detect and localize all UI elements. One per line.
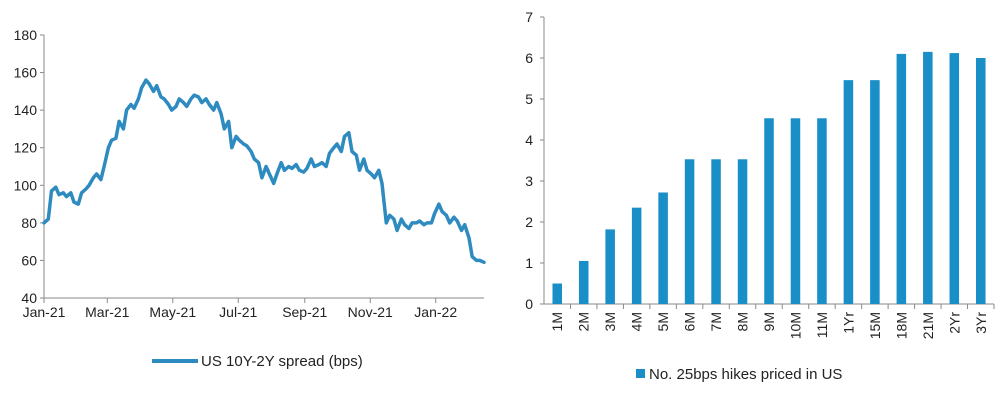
bar-5m — [658, 192, 668, 304]
bar-3yr — [976, 58, 986, 304]
bar-2m — [578, 260, 589, 304]
bar-chart-y-tick-label: 7 — [525, 9, 533, 25]
line-chart-y-tick-label: 160 — [14, 65, 38, 81]
bar-chart-y-tick-label: 6 — [525, 50, 533, 66]
bar-chart-x-tick-label: 4M — [629, 312, 645, 331]
line-chart-x-tick-label: May-21 — [149, 304, 196, 320]
bar-chart-x-tick-label: 6M — [682, 312, 698, 331]
line-chart-y-tick-label: 120 — [14, 140, 38, 156]
bar-chart-x-tick-label: 15M — [867, 312, 883, 339]
bar-9m — [764, 118, 774, 305]
line-chart-x-tick-label: Mar-21 — [85, 304, 130, 320]
line-chart-y-tick-label: 140 — [14, 102, 38, 118]
bar-chart-y-tick-label: 4 — [525, 132, 533, 148]
bar-chart-x-tick-label: 5M — [655, 312, 671, 331]
bar-1yr — [843, 80, 854, 304]
bar-chart-x-tick-label: 21M — [920, 312, 936, 339]
line-chart-y-tick-label: 40 — [21, 290, 37, 306]
line-chart-y-tick-label: 80 — [21, 215, 37, 231]
bar-2yr — [949, 53, 960, 304]
bar-1m — [552, 283, 562, 304]
legend-swatch-hikes — [636, 369, 645, 378]
bar-chart-x-tick-label: 1M — [549, 312, 565, 331]
bar-3m — [605, 229, 615, 304]
bar-chart-x-tick-label: 3Yr — [973, 312, 989, 334]
bar-chart-x-tick-label: 7M — [708, 312, 724, 331]
line-chart-x-tick-label: Jul-21 — [219, 304, 257, 320]
bar-chart-x-tick-label: 1Yr — [840, 312, 856, 334]
bar-chart-x-tick-label: 10M — [787, 312, 803, 339]
line-chart-spread: 40 60 80 100 120 140 160 180 Jan-21 Mar-21 May-21 J… — [14, 27, 486, 370]
bar-15m — [870, 80, 880, 304]
bar-chart-x-tick-label: 3M — [602, 312, 618, 331]
bar-chart-x-tick-label: 8M — [735, 312, 751, 331]
line-chart-y-tick-label: 180 — [14, 27, 38, 43]
bar-chart-x-tick-label: 2M — [576, 312, 592, 331]
line-chart-x-tick-label: Nov-21 — [348, 304, 393, 320]
bar-chart-y-tick-label: 1 — [525, 255, 533, 271]
line-chart-x-tick-label: Jan-22 — [414, 304, 457, 320]
line-chart-x-tick-label: Jan-21 — [23, 304, 66, 320]
bar-10m — [790, 118, 801, 305]
line-chart-y-tick-label: 60 — [21, 252, 37, 268]
bar-7m — [711, 159, 721, 304]
bar-11m — [817, 118, 827, 305]
legend-label-hikes: No. 25bps hikes priced in US — [649, 366, 842, 383]
bar-18m — [896, 53, 907, 305]
bar-chart-y-tick-label: 0 — [525, 296, 533, 312]
bar-8m — [737, 159, 748, 304]
line-chart-y-tick-label: 100 — [14, 177, 38, 193]
bar-chart-x-tick-label: 18M — [893, 312, 909, 339]
bar-6m — [684, 159, 695, 304]
bar-4m — [631, 207, 642, 304]
bar-chart-y-tick-label: 3 — [525, 173, 533, 189]
bar-21m — [923, 51, 933, 304]
bar-chart-y-tick-label: 5 — [525, 91, 533, 107]
bar-chart-x-tick-label: 2Yr — [946, 312, 962, 334]
bar-chart-hikes: 0 1 2 3 4 5 6 7 1M 2M 3M 4M 5M 6M 7M 8M 9M 10M 11M 1Yr 15M 18… — [525, 9, 995, 383]
bar-chart-y-tick-label: 2 — [525, 214, 533, 230]
bar-chart-x-tick-label: 11M — [814, 312, 830, 338]
legend-label-spread: US 10Y-2Y spread (bps) — [201, 353, 363, 370]
line-chart-x-tick-label: Sep-21 — [282, 304, 327, 320]
series-line-us-10y-2y-spread — [42, 78, 486, 265]
bar-chart-x-tick-label: 9M — [761, 312, 777, 331]
